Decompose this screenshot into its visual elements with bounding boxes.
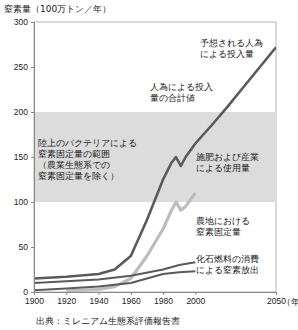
x-tick-mark bbox=[131, 292, 132, 295]
y-tick-mark bbox=[31, 22, 34, 23]
x-axis-line bbox=[35, 293, 277, 296]
y-tick-label: 200 bbox=[14, 107, 28, 117]
x-axis: 1900192019401960198020002050 bbox=[25, 292, 286, 306]
x-tick: 1940 bbox=[90, 292, 109, 306]
series-label: 施肥および産業による使用量 bbox=[196, 152, 259, 173]
plot-area bbox=[34, 47, 276, 291]
y-tick-mark bbox=[31, 157, 34, 158]
x-tick: 1920 bbox=[57, 292, 76, 306]
y-tick-label: 300 bbox=[14, 17, 28, 27]
y-tick: 150 bbox=[14, 152, 34, 162]
y-tick-label: 100 bbox=[14, 197, 28, 207]
band-label: 陸上のバクテリアによる窒素固定量の範囲（農業生態系での窒素固定量を除く） bbox=[38, 138, 137, 181]
x-tick-mark bbox=[195, 292, 196, 295]
source: 出典：ミレニアム生態系評価報告書 bbox=[36, 316, 180, 326]
y-tick-mark bbox=[31, 67, 34, 68]
y-tick: 0 bbox=[23, 287, 34, 297]
x-tick-label: 1900 bbox=[25, 296, 44, 306]
series-line bbox=[195, 47, 276, 143]
y-tick-mark bbox=[31, 202, 34, 203]
x-tick-label: 1940 bbox=[90, 296, 109, 306]
series-label: 人為による投入量の合計値 bbox=[150, 82, 213, 103]
x-tick-label: 1960 bbox=[122, 296, 141, 306]
series-line bbox=[34, 271, 195, 290]
y-tick: 200 bbox=[14, 107, 34, 117]
y-tick-mark bbox=[31, 247, 34, 248]
x-tick-mark bbox=[66, 292, 67, 295]
y-axis: 0 50 100 150 200 250 300 bbox=[14, 17, 35, 297]
x-tick-label: 2000 bbox=[186, 296, 205, 306]
x-tick-label: 1920 bbox=[57, 296, 76, 306]
series-label: 農地における窒素固定量 bbox=[196, 216, 250, 237]
y-tick-mark bbox=[31, 292, 34, 293]
x-tick: 2000 bbox=[186, 292, 205, 306]
y-tick: 100 bbox=[14, 197, 34, 207]
x-tick-mark bbox=[99, 292, 100, 295]
band bbox=[34, 112, 276, 202]
x-tick: 1980 bbox=[154, 292, 173, 306]
y-tick-label: 250 bbox=[14, 62, 28, 72]
x-tick: 1960 bbox=[122, 292, 141, 306]
plot-frame bbox=[34, 22, 276, 292]
y-tick: 50 bbox=[19, 242, 34, 252]
y-tick: 300 bbox=[14, 17, 34, 27]
series-label: 予想される人為による投入量 bbox=[200, 38, 263, 59]
x-tick-mark bbox=[163, 292, 164, 295]
x-tick-label: 1980 bbox=[154, 296, 173, 306]
x-axis-title: （年） bbox=[282, 297, 298, 307]
y-tick-label: 50 bbox=[19, 242, 29, 252]
y-tick-label: 0 bbox=[23, 287, 28, 297]
y-axis-title: 窒素量（100万トン／年） bbox=[4, 4, 111, 14]
y-tick-label: 150 bbox=[14, 152, 28, 162]
x-tick-mark bbox=[276, 292, 277, 295]
y-axis-line bbox=[31, 23, 35, 293]
y-tick-mark bbox=[31, 112, 34, 113]
series-label: 化石燃料の消費による窒素放出 bbox=[196, 254, 259, 275]
y-tick: 250 bbox=[14, 62, 34, 72]
